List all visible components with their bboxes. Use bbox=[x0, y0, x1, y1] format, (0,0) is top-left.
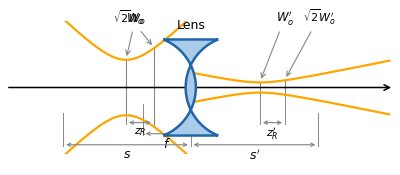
Text: $s$: $s$ bbox=[123, 148, 131, 162]
Text: $\sqrt{2}W_o$: $\sqrt{2}W_o$ bbox=[113, 8, 151, 44]
Text: $z_R$: $z_R$ bbox=[134, 126, 146, 138]
Text: $f$: $f$ bbox=[163, 137, 171, 151]
Text: $W_o$: $W_o$ bbox=[126, 11, 144, 55]
Text: $z_R'$: $z_R'$ bbox=[266, 126, 279, 142]
Text: Lens: Lens bbox=[176, 19, 205, 32]
Text: $s'$: $s'$ bbox=[249, 148, 260, 163]
Text: $\sqrt{2}W_o'$: $\sqrt{2}W_o'$ bbox=[287, 7, 336, 76]
Text: $W_o'$: $W_o'$ bbox=[261, 9, 294, 78]
Polygon shape bbox=[163, 40, 218, 135]
